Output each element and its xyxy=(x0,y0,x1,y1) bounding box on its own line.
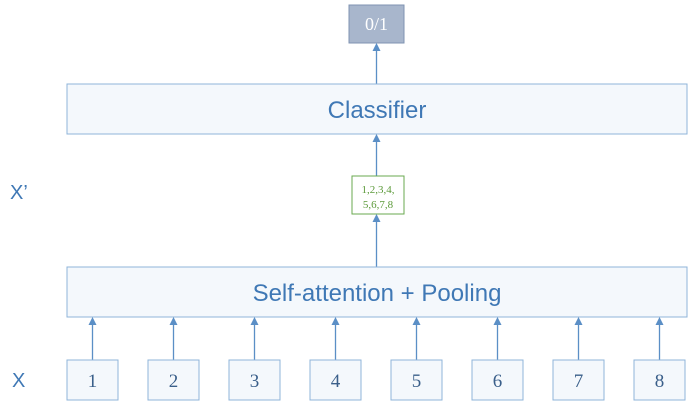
token-label-7: 7 xyxy=(574,371,584,392)
x-prime-vector-line1: 1,2,3,4, xyxy=(362,184,395,196)
pooling-block: Self-attention + Pooling xyxy=(66,266,688,318)
token-7: 7 xyxy=(552,317,605,401)
x-label: X xyxy=(12,370,25,392)
token-label-3: 3 xyxy=(250,371,260,392)
token-label-4: 4 xyxy=(331,371,341,392)
token-2: 2 xyxy=(147,317,200,401)
token-6: 6 xyxy=(471,317,524,401)
token-5: 5 xyxy=(390,317,443,401)
token-4: 4 xyxy=(309,317,362,401)
classifier-label: Classifier xyxy=(328,97,427,124)
output-label: 0/1 xyxy=(365,14,388,34)
token-3: 3 xyxy=(228,317,281,401)
pooling-label: Self-attention + Pooling xyxy=(253,280,502,307)
token-label-6: 6 xyxy=(493,371,503,392)
output-node: 0/1 xyxy=(348,4,405,44)
x-prime-vector-line2: 5,6,7,8 xyxy=(363,199,394,211)
token-label-1: 1 xyxy=(88,371,98,392)
classifier-block: Classifier xyxy=(66,83,688,135)
token-row: 1 2 3 4 5 6 7 xyxy=(66,317,686,401)
token-label-2: 2 xyxy=(169,371,179,392)
token-8: 8 xyxy=(633,317,686,401)
x-prime-vector: 1,2,3,4, 5,6,7,8 xyxy=(351,175,405,215)
x-prime-label: X’ xyxy=(10,182,28,204)
token-label-5: 5 xyxy=(412,371,422,392)
token-1: 1 xyxy=(66,317,119,401)
token-label-8: 8 xyxy=(655,371,665,392)
